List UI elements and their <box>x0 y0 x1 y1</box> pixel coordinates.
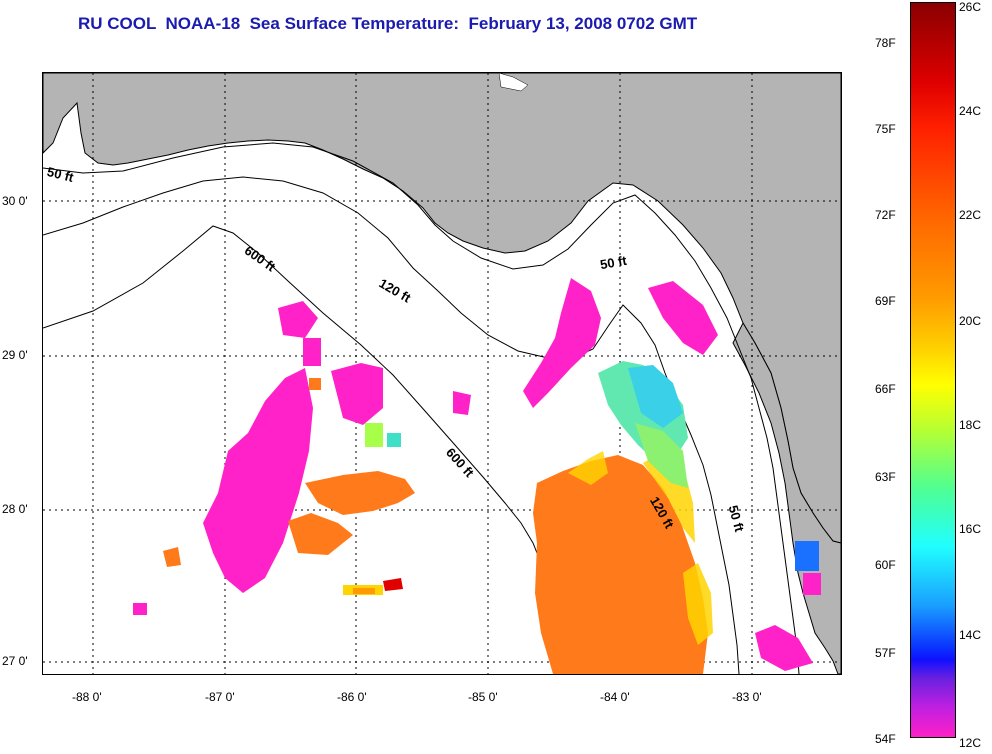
map-canvas <box>43 73 841 674</box>
lat-label: 27 0' <box>2 654 28 668</box>
sst-map: 50 ft 600 ft 120 ft 50 ft 600 ft 120 ft … <box>42 72 842 675</box>
lon-label: -87 0' <box>205 690 235 704</box>
chart-title: RU COOL NOAA-18 Sea Surface Temperature:… <box>78 14 698 33</box>
colorbar-c-label: 16C <box>959 522 982 536</box>
lat-label: 28 0' <box>2 502 28 516</box>
colorbar-c-label: 14C <box>959 628 982 642</box>
lon-label: -85 0' <box>468 690 498 704</box>
colorbar-c-label: 18C <box>959 418 982 432</box>
sst-green-cyan-patches <box>598 361 688 488</box>
sst-orange-patches <box>163 455 708 674</box>
colorbar-f-label: 57F <box>875 646 896 660</box>
sst-small-spots <box>133 338 821 615</box>
colorbar-c-label: 26C <box>959 0 982 14</box>
colorbar-c-label: 12C <box>959 736 982 750</box>
colorbar-f-label: 72F <box>875 208 896 222</box>
colorbar-f-label: 66F <box>875 382 896 396</box>
colorbar-f-label: 75F <box>875 122 896 136</box>
colorbar-f-label: 60F <box>875 558 896 572</box>
colorbar-f-label: 63F <box>875 470 896 484</box>
lat-label: 29 0' <box>2 348 28 362</box>
colorbar-c-label: 22C <box>959 208 982 222</box>
colorbar-f-label: 54F <box>875 732 896 746</box>
lon-label: -88 0' <box>72 690 102 704</box>
colorbar-f-label: 78F <box>875 36 896 50</box>
colorbar-c-label: 24C <box>959 104 982 118</box>
lon-label: -84 0' <box>600 690 630 704</box>
lat-label: 30 0' <box>2 194 28 208</box>
sst-red-patches <box>383 578 403 591</box>
coastal-islands <box>498 73 529 92</box>
colorbar-c-label: 20C <box>959 314 982 328</box>
lon-label: -83 0' <box>732 690 762 704</box>
lon-label: -86 0' <box>337 690 367 704</box>
isobath-50ft <box>43 142 800 674</box>
temperature-colorbar <box>910 2 956 738</box>
colorbar-f-label: 69F <box>875 294 896 308</box>
cloud-mask-patches <box>203 278 813 671</box>
